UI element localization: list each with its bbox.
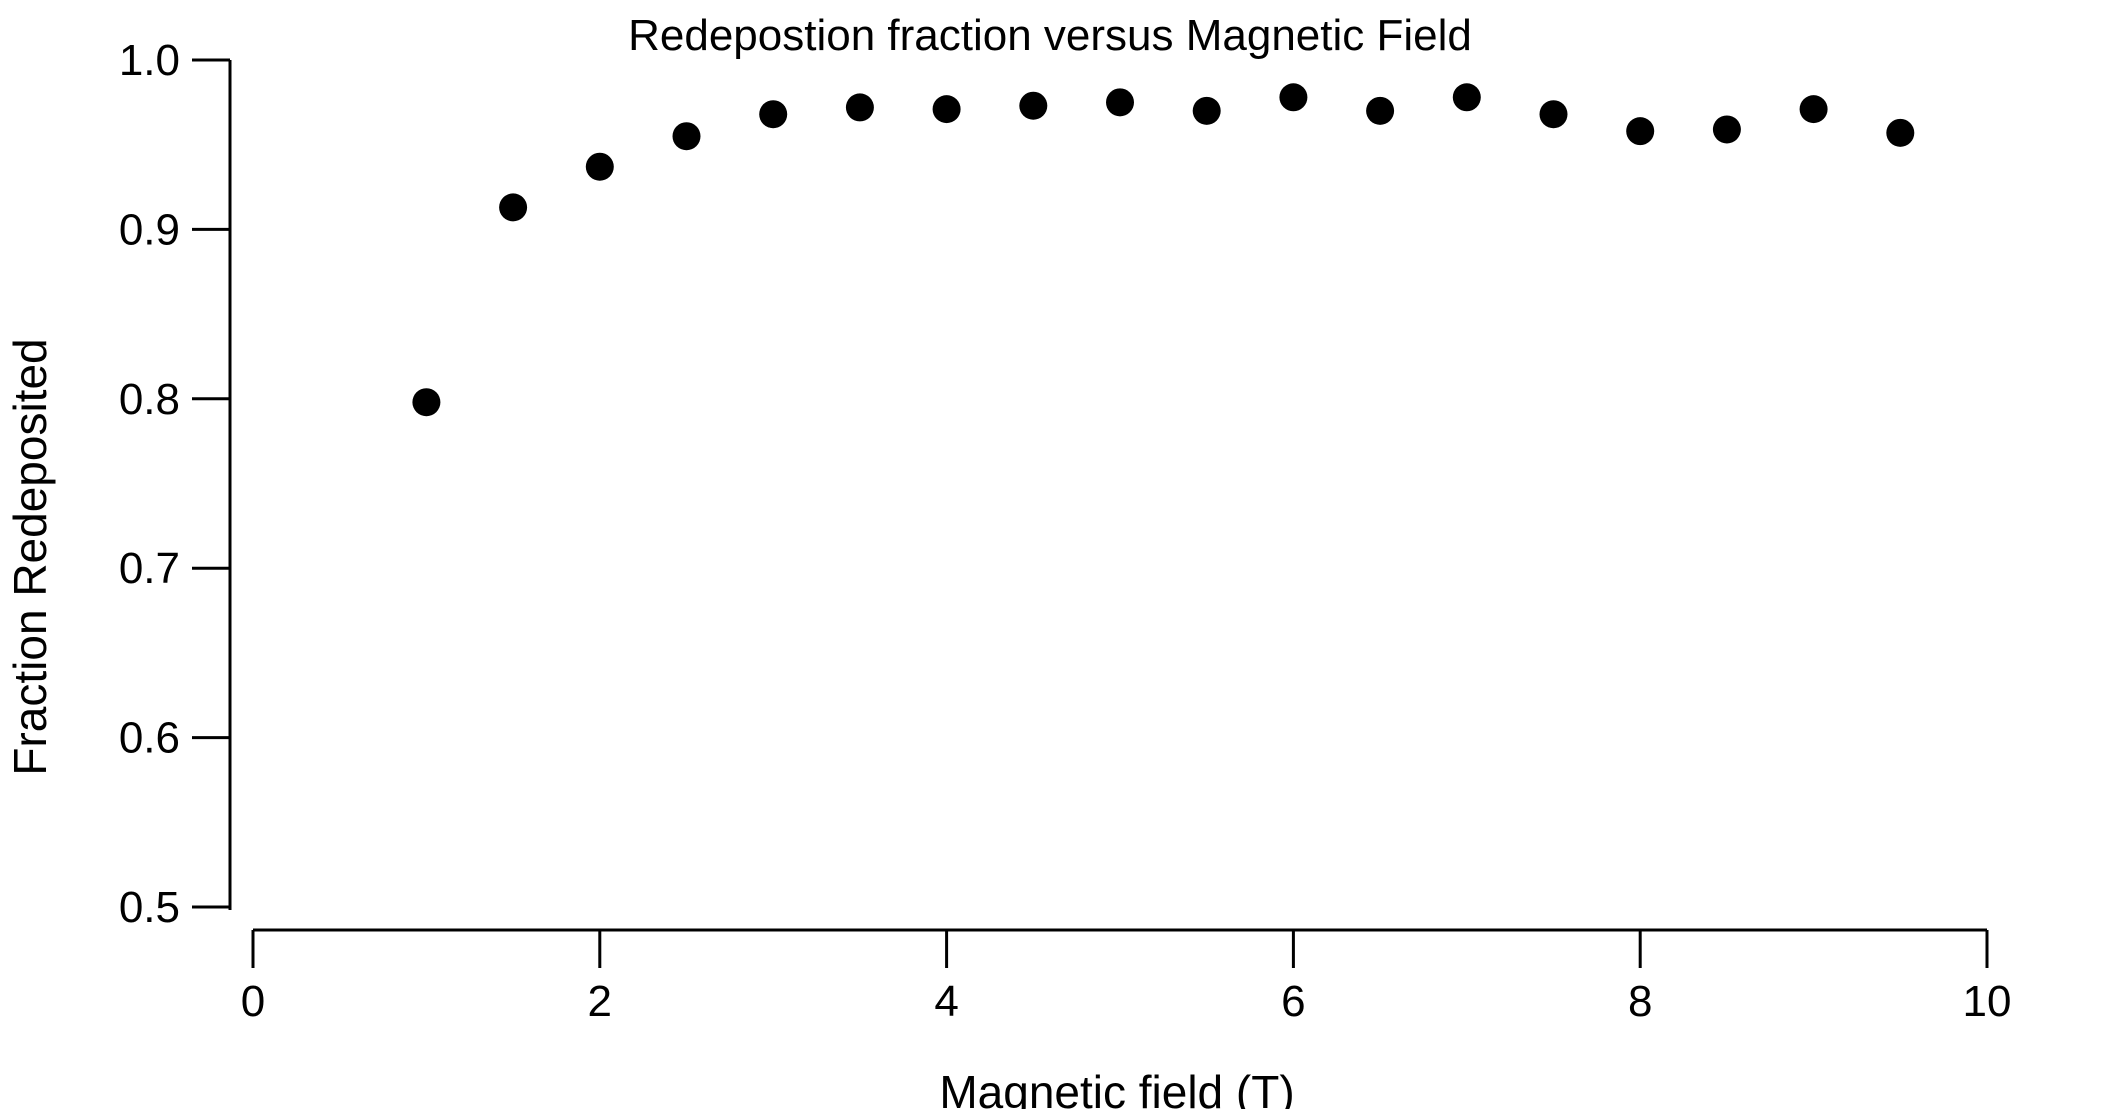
data-point: [1366, 96, 1395, 125]
x-tick-label: 10: [1963, 977, 2012, 1026]
data-point: [759, 100, 788, 129]
data-point: [672, 122, 701, 151]
y-tick-label: 0.7: [119, 544, 180, 593]
x-tick-label: 6: [1281, 977, 1305, 1026]
y-tick-label: 0.8: [119, 375, 180, 424]
data-point: [499, 193, 528, 222]
y-axis-ticks: 0.5 0.6 0.7 0.8 0.9 1.0: [119, 36, 230, 932]
data-point: [1279, 83, 1308, 112]
data-point: [412, 388, 441, 417]
x-axis-ticks: 0 2 4 6 8 10: [241, 930, 2012, 1026]
data-point: [1106, 88, 1134, 117]
data-point: [1712, 115, 1741, 144]
data-point: [585, 152, 614, 181]
chart-title: Redepostion fraction versus Magnetic Fie…: [628, 11, 1472, 60]
data-points: [412, 83, 1915, 417]
data-point: [1539, 100, 1568, 129]
data-point: [1799, 95, 1828, 124]
x-tick-label: 8: [1628, 977, 1652, 1026]
data-point: [932, 95, 961, 124]
data-point: [1192, 96, 1221, 125]
x-tick-label: 0: [241, 977, 265, 1026]
y-tick-label: 1.0: [119, 36, 180, 85]
x-tick-label: 2: [588, 977, 612, 1026]
y-tick-label: 0.9: [119, 205, 180, 254]
data-point: [1019, 91, 1048, 120]
data-point: [1626, 117, 1655, 146]
y-tick-label: 0.6: [119, 714, 180, 763]
data-point: [845, 93, 874, 122]
y-axis-title: Fraction Redeposited: [4, 338, 56, 775]
data-point: [1452, 83, 1481, 112]
x-axis-title: Magnetic field (T): [939, 1066, 1294, 1109]
y-tick-label: 0.5: [119, 883, 180, 932]
x-tick-label: 4: [934, 977, 958, 1026]
data-point: [1886, 118, 1915, 147]
